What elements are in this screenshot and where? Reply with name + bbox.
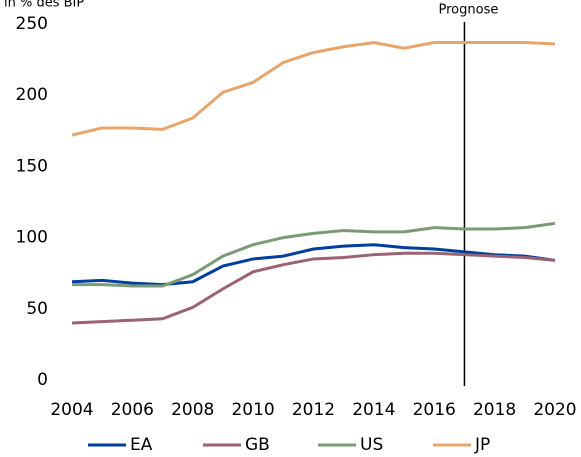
x-tick-label: 2006 — [111, 400, 154, 420]
series-line — [71, 40, 556, 137]
y-tick-label: 0 — [37, 370, 48, 390]
y-tick-label: 200 — [16, 85, 48, 105]
x-tick-label: 2018 — [473, 400, 516, 420]
y-axis-label: in % des BIP — [4, 0, 84, 11]
y-tick-label: 50 — [26, 299, 48, 319]
x-tick-label: 2014 — [352, 400, 395, 420]
y-tick-label: 100 — [16, 228, 48, 248]
legend-label: GB — [245, 435, 270, 455]
x-tick-label: 2020 — [533, 400, 576, 420]
series-line — [71, 243, 556, 287]
legend-label: JP — [474, 435, 490, 455]
legend-label: EA — [130, 435, 153, 455]
legend-label: US — [360, 435, 383, 455]
y-tick-label: 250 — [16, 14, 48, 34]
series-line — [71, 251, 556, 325]
x-tick-label: 2008 — [171, 400, 214, 420]
y-tick-label: 150 — [16, 156, 48, 176]
annotation: Prognose — [439, 3, 499, 18]
x-tick-label: 2010 — [231, 400, 274, 420]
x-tick-label: 2004 — [50, 400, 93, 420]
x-tick-label: 2016 — [413, 400, 456, 420]
x-tick-label: 2012 — [292, 400, 335, 420]
series-line — [72, 221, 556, 288]
